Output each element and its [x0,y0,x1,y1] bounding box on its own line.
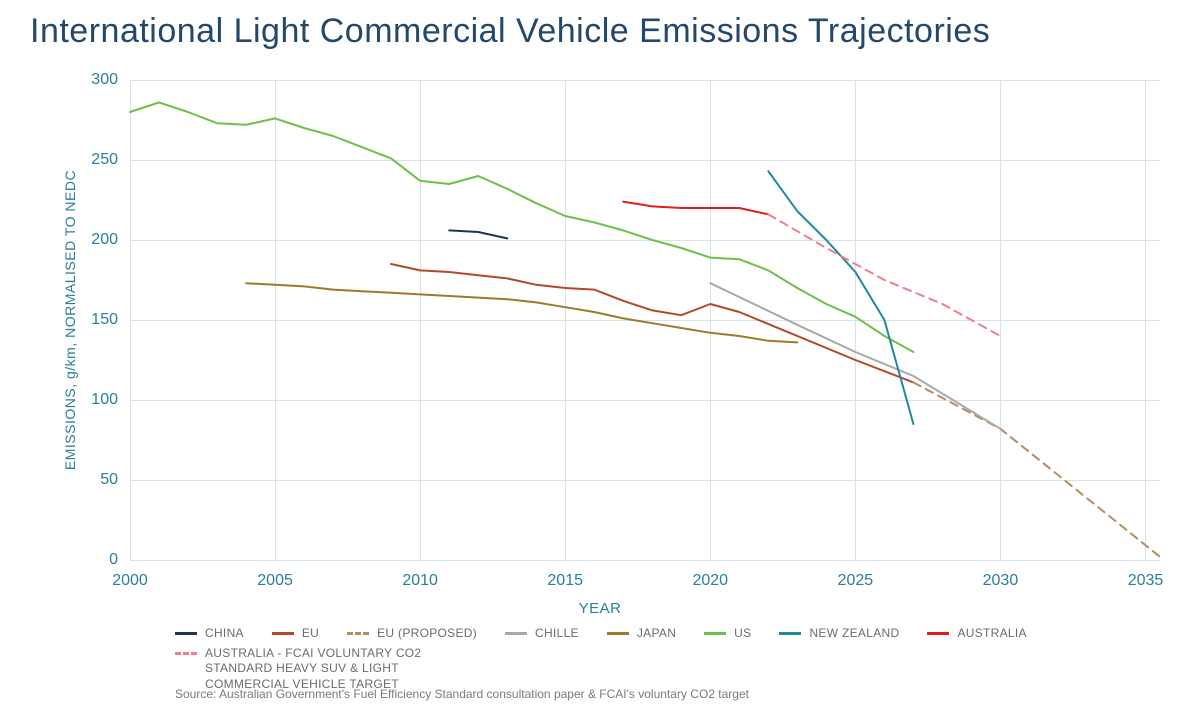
legend-label: AUSTRALIA - FCAI VOLUNTARY CO2 STANDARD … [205,646,465,693]
series-line [768,171,913,424]
legend-swatch [175,632,197,635]
y-tick-label: 150 [91,311,118,329]
y-tick-label: 300 [91,71,118,89]
legend-swatch [272,632,294,635]
legend-item: AUSTRALIA - FCAI VOLUNTARY CO2 STANDARD … [175,646,465,693]
series-line [768,214,1000,336]
legend-item: JAPAN [607,626,676,642]
chart-svg [130,80,1160,560]
legend-label: US [734,626,751,642]
x-tick-label: 2025 [838,572,874,590]
chart-plot-area: 2000200520102015202020252030203505010015… [130,80,1160,560]
legend-item: CHINA [175,626,244,642]
x-tick-label: 2020 [692,572,728,590]
legend-item: NEW ZEALAND [779,626,899,642]
legend-label: CHILLE [535,626,579,642]
legend-label: JAPAN [637,626,676,642]
series-line [623,202,768,215]
legend-swatch [505,632,527,635]
x-tick-label: 2035 [1128,572,1164,590]
series-line [246,283,797,342]
legend-label: EU (PROPOSED) [377,626,477,642]
legend-item: US [704,626,751,642]
legend-item: AUSTRALIA [927,626,1026,642]
legend-label: AUSTRALIA [957,626,1026,642]
legend-swatch [704,632,726,635]
x-axis-label: YEAR [0,600,1200,617]
series-line [913,382,1160,556]
legend-swatch [927,632,949,635]
legend-item: EU [272,626,319,642]
legend-swatch [607,632,629,635]
y-tick-label: 100 [91,391,118,409]
y-axis-label: EMISSIONS, g/km, NORMALISED TO NEDC [62,170,78,470]
legend-swatch [175,652,197,655]
grid-horizontal [130,560,1160,561]
legend-label: CHINA [205,626,244,642]
legend: CHINA EU EU (PROPOSED) CHILLE JAPAN US NEW ZEA… [175,626,1160,692]
y-tick-label: 250 [91,151,118,169]
chart-title: International Light Commercial Vehicle E… [30,12,990,51]
x-tick-label: 2010 [402,572,438,590]
legend-item: EU (PROPOSED) [347,626,477,642]
source-note: Source: Australian Government's Fuel Eff… [175,687,749,701]
legend-swatch [347,632,369,635]
x-tick-label: 2000 [112,572,148,590]
y-tick-label: 50 [100,471,118,489]
x-tick-label: 2005 [257,572,293,590]
series-line [710,283,1000,429]
legend-label: NEW ZEALAND [809,626,899,642]
legend-label: EU [302,626,319,642]
legend-item: CHILLE [505,626,579,642]
series-line [449,230,507,238]
legend-swatch [779,632,801,635]
y-tick-label: 200 [91,231,118,249]
series-line [130,102,913,352]
x-tick-label: 2015 [547,572,583,590]
x-tick-label: 2030 [983,572,1019,590]
y-tick-label: 0 [109,551,118,569]
